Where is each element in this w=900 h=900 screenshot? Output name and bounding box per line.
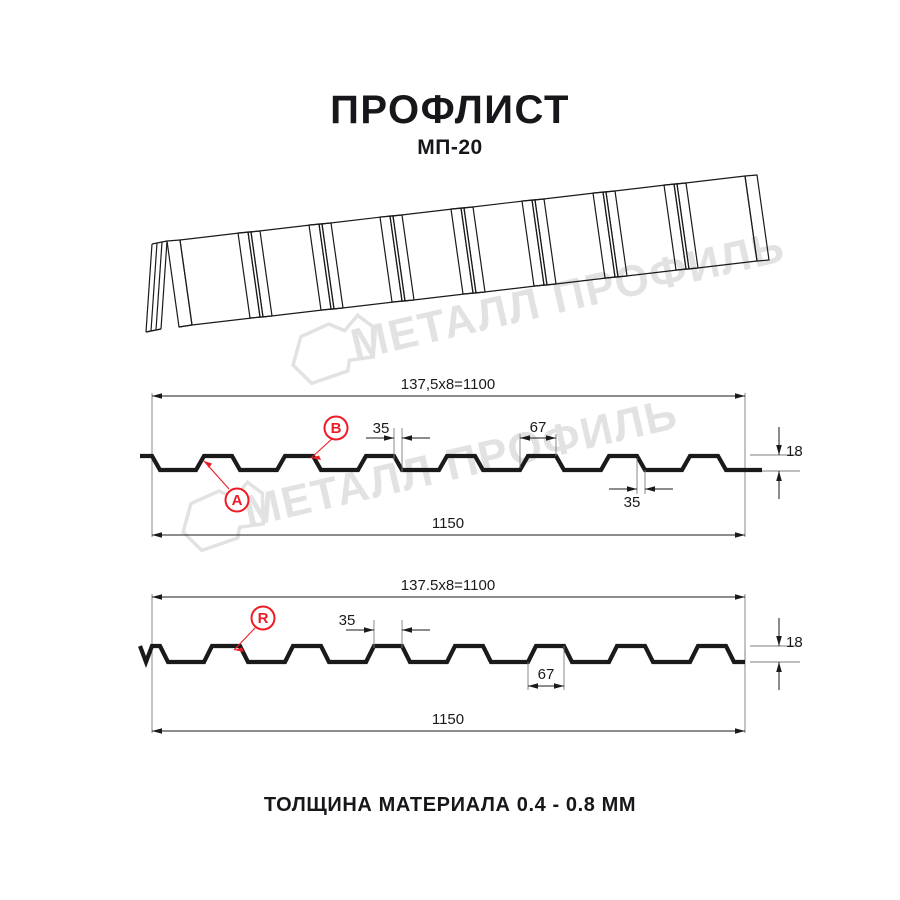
top-dim-total: 1150 [152,515,745,538]
profile-section-bottom: 137.5x8=1100 1150 35 67 [138,577,803,734]
corrugation-crests [166,174,770,328]
marker-b: B [310,415,349,460]
top-dim-crest-base-67: 67 [519,419,557,468]
top-dim-67-label: 67 [530,419,547,436]
bottom-dim-35-label: 35 [339,612,356,629]
material-thickness-note: ТОЛЩИНА МАТЕРИАЛА 0.4 - 0.8 ММ [263,794,637,816]
metall-profil-logo-icon [291,312,376,386]
marker-b-label: B [331,420,342,437]
top-dim-18-label: 18 [786,443,803,460]
metall-profil-logo-icon [181,479,266,553]
bottom-dim-18-label: 18 [786,634,803,651]
profile-3d-isometric-view [145,174,770,333]
top-profile-polyline [140,453,762,473]
marker-a: A [203,460,250,513]
marker-r-label: R [258,610,269,627]
watermark-upper: МЕТАЛЛ ПРОФИЛЬ [291,222,790,386]
watermark-text-upper: МЕТАЛЛ ПРОФИЛЬ [346,222,789,370]
bottom-dim-67-label: 67 [538,666,555,683]
page-title: ПРОФЛИСТ [330,88,570,132]
bottom-dim-total-label: 1150 [432,711,464,728]
bottom-dim-pitch-label: 137.5x8=1100 [401,577,495,594]
top-dim-pitch: 137,5x8=1100 [152,376,745,399]
bottom-dim-crest-base-67: 67 [527,646,565,690]
bottom-profile-polyline [138,643,745,668]
bottom-dim-crest-top-35: 35 [339,612,430,648]
bottom-dim-total: 1150 [152,711,745,734]
marker-a-label: A [232,492,243,509]
page-subtitle: МП-20 [417,136,483,159]
marker-r: R [233,605,276,652]
profile-section-top: 137,5x8=1100 1150 35 67 [140,376,803,538]
bottom-dim-height-18: 18 [776,618,803,690]
top-dim-35-right-label: 35 [624,494,641,511]
top-dim-height-18: 18 [776,427,803,499]
top-dim-35-label: 35 [373,420,390,437]
bottom-dim-pitch: 137.5x8=1100 [152,577,745,600]
top-dim-crest-top-35: 35 [366,420,430,472]
top-dim-crest-right-35: 35 [609,458,673,511]
sheet-edge-striations [145,240,168,333]
top-extension-lines [151,393,800,537]
top-dim-total-label: 1150 [432,515,464,532]
top-dim-pitch-label: 137,5x8=1100 [401,376,495,393]
